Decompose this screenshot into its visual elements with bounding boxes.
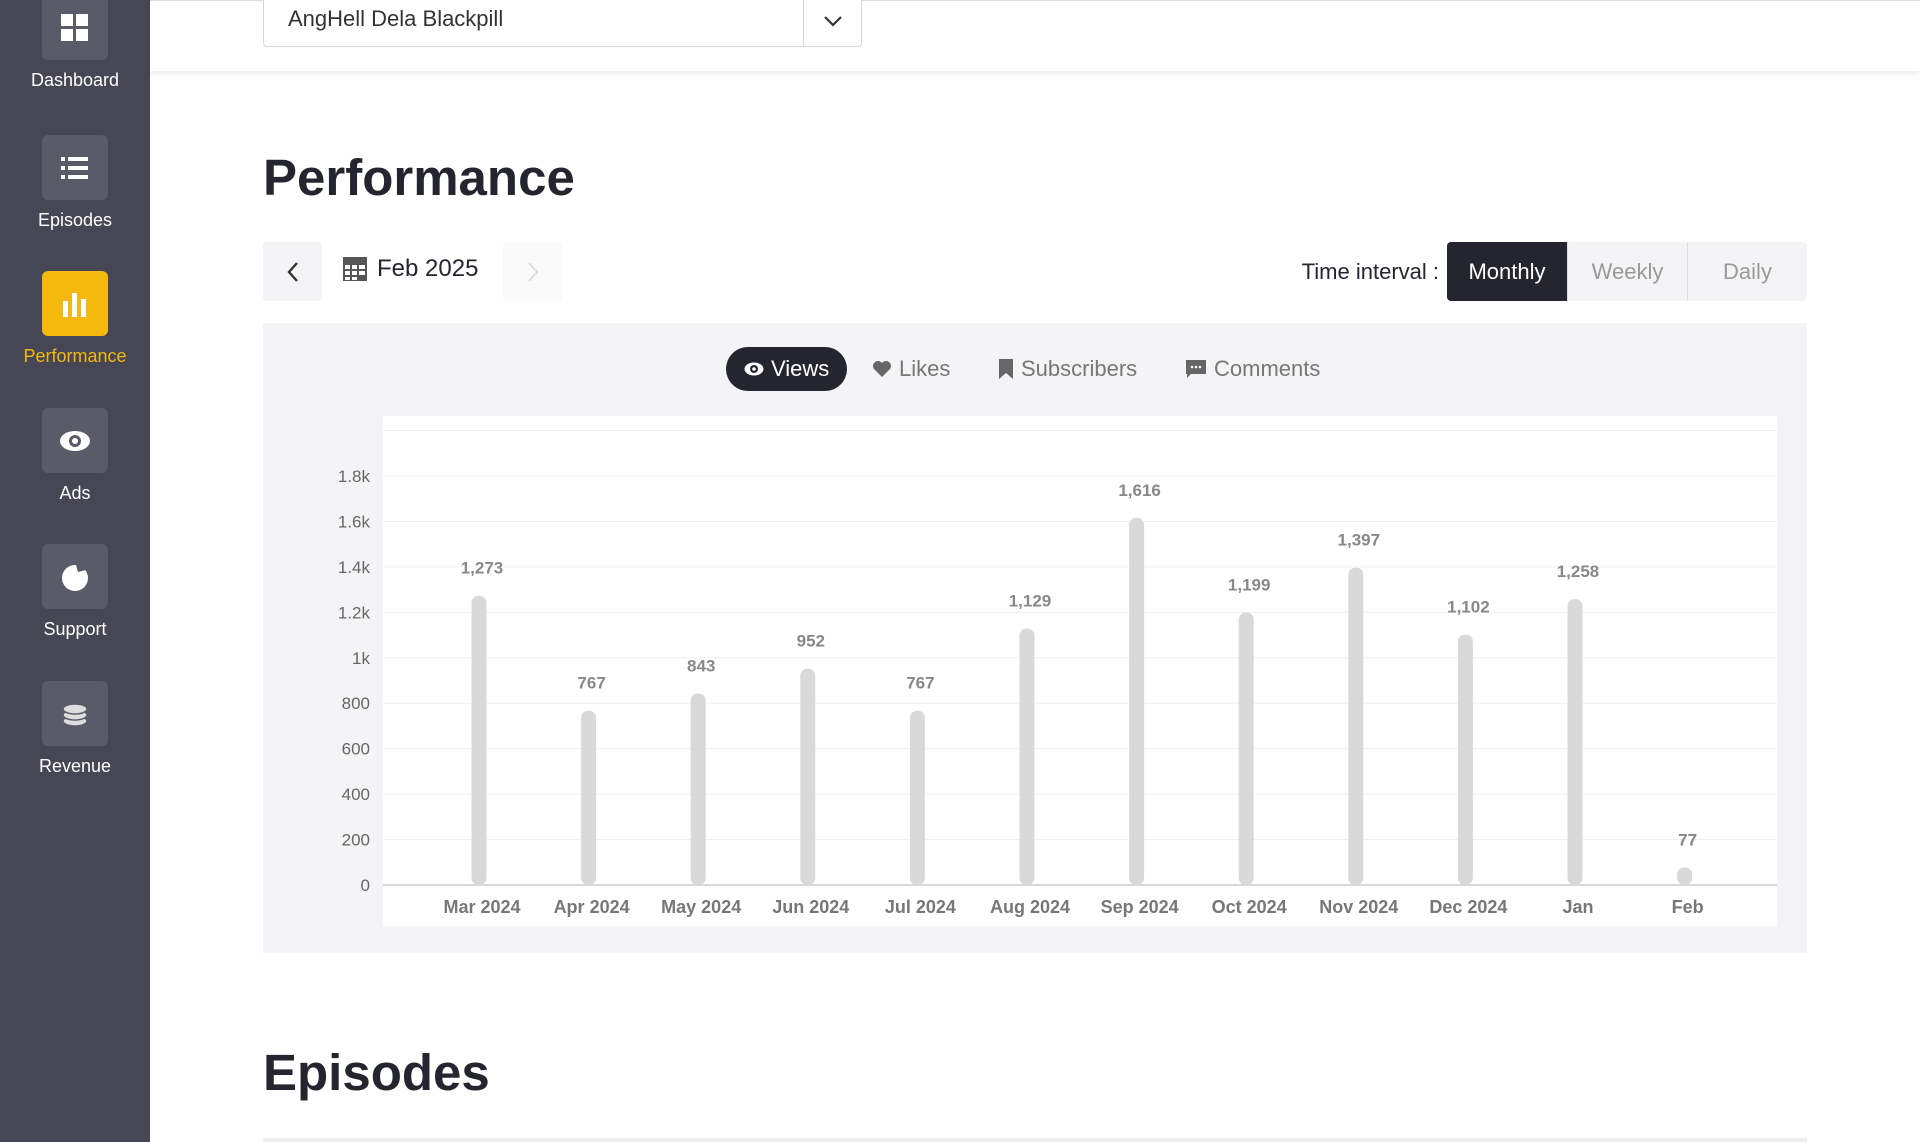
metric-tab-views[interactable]: Views xyxy=(726,347,848,391)
sidebar-item-revenue[interactable]: Revenue xyxy=(0,681,150,777)
x-tick-label: Aug 2024 xyxy=(990,897,1070,917)
x-tick-label: Jul 2024 xyxy=(885,897,956,917)
data-label: 843 xyxy=(687,656,715,675)
x-tick-label: Mar 2024 xyxy=(443,897,520,917)
tab-label: Comments xyxy=(1214,356,1321,381)
data-label: 767 xyxy=(906,674,934,693)
eye-icon xyxy=(60,430,90,451)
x-tick-label: Sep 2024 xyxy=(1101,897,1179,917)
x-tick-label: Jan xyxy=(1562,897,1593,917)
data-label: 1,397 xyxy=(1338,531,1381,550)
data-label: 1,258 xyxy=(1557,562,1600,581)
metric-tab-subscribers[interactable]: Subscribers xyxy=(998,347,1137,391)
views-bar-chart: 0 200 400 600 800 1k 1.2k 1.4k 1.6k 1.8k 1,273 Mar … xyxy=(338,430,1777,917)
x-tick-label: Apr 2024 xyxy=(554,897,630,917)
y-tick-label: 1.4k xyxy=(338,558,371,577)
podcast-select-value: AngHell Dela Blackpill xyxy=(288,6,504,31)
chart-panel: Views Likes Subscribers Comments 0 200 400… xyxy=(263,323,1807,953)
interval-monthly[interactable]: Monthly xyxy=(1447,242,1567,301)
bar xyxy=(1457,634,1473,885)
chevron-left-icon xyxy=(286,261,298,282)
next-period-button[interactable] xyxy=(503,242,562,301)
sidebar-item-label: Support xyxy=(43,619,107,639)
sidebar-item-label: Episodes xyxy=(37,210,113,230)
interval-daily[interactable]: Daily xyxy=(1687,242,1807,301)
sidebar-item-label: Dashboard xyxy=(30,70,120,90)
data-label: 1,616 xyxy=(1118,481,1161,500)
sidebar-item-label: Revenue xyxy=(38,756,112,776)
divider xyxy=(263,1138,1807,1142)
sidebar-item-performance[interactable]: Performance xyxy=(0,271,150,367)
bar xyxy=(471,595,487,885)
x-tick-label: Oct 2024 xyxy=(1212,897,1287,917)
metric-tab-likes[interactable]: Likes xyxy=(872,347,950,391)
support-icon xyxy=(62,564,88,591)
data-label: 1,102 xyxy=(1447,598,1490,617)
bookmark-icon xyxy=(999,359,1013,379)
bar xyxy=(909,710,925,885)
tab-label: Likes xyxy=(899,356,951,381)
calendar-icon xyxy=(343,257,367,281)
x-tick-label: Feb xyxy=(1672,897,1704,917)
y-tick-label: 1.2k xyxy=(338,603,371,622)
bar xyxy=(1677,867,1693,885)
top-header: AngHell Dela Blackpill xyxy=(150,0,1920,71)
sidebar-item-support[interactable]: Support xyxy=(0,544,150,640)
bar xyxy=(1238,612,1254,885)
sidebar-item-label: Ads xyxy=(59,483,91,503)
list-icon xyxy=(61,156,88,179)
chevron-down-icon[interactable] xyxy=(803,0,861,46)
x-tick-label: Nov 2024 xyxy=(1319,897,1398,917)
metric-tab-comments[interactable]: Comments xyxy=(1185,347,1320,391)
bar xyxy=(800,668,816,885)
data-label: 767 xyxy=(577,674,605,693)
bar xyxy=(1348,567,1364,885)
bar xyxy=(1019,628,1035,885)
y-tick-label: 400 xyxy=(342,785,370,804)
bar xyxy=(581,710,597,885)
eye-icon xyxy=(744,362,764,376)
y-tick-label: 1k xyxy=(352,649,370,668)
y-tick-label: 600 xyxy=(342,740,370,759)
y-tick-label: 1.6k xyxy=(338,512,371,531)
tab-label: Subscribers xyxy=(1021,356,1138,381)
y-tick-label: 200 xyxy=(342,831,370,850)
bar xyxy=(690,693,706,885)
grid-icon xyxy=(61,13,88,41)
time-interval-label: Time interval : xyxy=(1301,259,1439,284)
data-label: 1,199 xyxy=(1228,576,1271,595)
bar xyxy=(1129,517,1145,885)
bar xyxy=(1567,599,1583,885)
x-tick-label: Dec 2024 xyxy=(1429,897,1507,917)
date-display: Feb 2025 xyxy=(343,255,478,283)
tab-label: Views xyxy=(771,356,830,381)
sidebar-item-ads[interactable]: Ads xyxy=(0,408,150,504)
episodes-heading: Episodes xyxy=(263,1044,490,1101)
y-tick-label: 1.8k xyxy=(338,467,371,486)
data-label: 1,273 xyxy=(461,559,504,578)
podcast-select[interactable]: AngHell Dela Blackpill xyxy=(263,0,862,47)
page-title: Performance xyxy=(263,149,575,206)
interval-weekly[interactable]: Weekly xyxy=(1567,242,1687,301)
current-date: Feb 2025 xyxy=(377,255,479,282)
sidebar: Dashboard Episodes Performance Ads Suppo… xyxy=(0,0,150,1142)
chevron-right-icon xyxy=(527,261,538,282)
time-interval-toggle: Monthly Weekly Daily xyxy=(1447,242,1807,301)
coins-icon xyxy=(62,702,88,727)
y-tick-label: 0 xyxy=(361,876,370,895)
x-tick-label: Jun 2024 xyxy=(772,897,849,917)
bar-chart-icon xyxy=(63,292,86,317)
comment-icon xyxy=(1186,360,1206,378)
heart-icon xyxy=(873,361,891,377)
sidebar-item-dashboard[interactable]: Dashboard xyxy=(0,0,150,91)
sidebar-item-episodes[interactable]: Episodes xyxy=(0,135,150,231)
y-tick-label: 800 xyxy=(342,694,370,713)
sidebar-item-label: Performance xyxy=(23,346,127,366)
data-label: 952 xyxy=(797,632,825,651)
data-label: 77 xyxy=(1678,831,1697,850)
x-tick-label: May 2024 xyxy=(661,897,741,917)
plot-area xyxy=(383,416,1777,926)
data-label: 1,129 xyxy=(1009,591,1052,610)
prev-period-button[interactable] xyxy=(263,242,322,301)
